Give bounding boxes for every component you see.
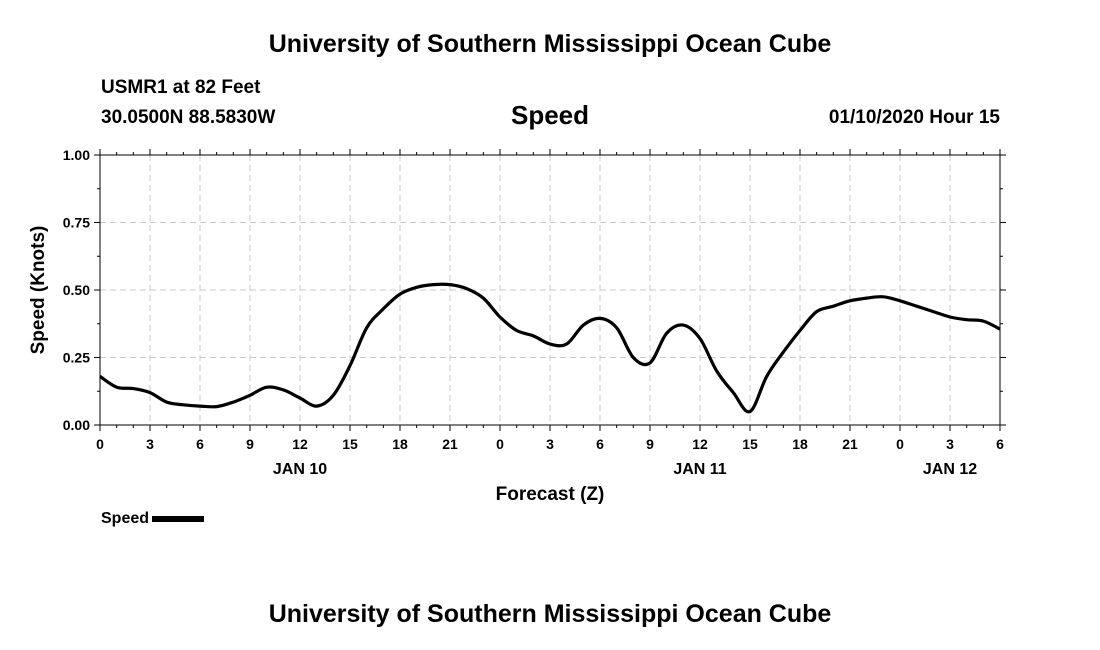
x-tick-label: 18 xyxy=(792,436,808,452)
x-tick-label: 15 xyxy=(742,436,758,452)
x-tick-label: 6 xyxy=(196,436,204,452)
x-tick-label: 6 xyxy=(596,436,604,452)
series-layer xyxy=(99,282,1001,414)
x-tick-label: 3 xyxy=(546,436,554,452)
station-label: USMR1 at 82 Feet xyxy=(101,77,261,98)
chart-main-title: University of Southern Mississippi Ocean… xyxy=(268,30,832,58)
grid-lines xyxy=(100,155,1000,425)
x-tick-label: 0 xyxy=(496,436,504,452)
x-tick-label: 21 xyxy=(442,436,458,452)
x-tick-label: 12 xyxy=(692,436,708,452)
series-line-speed xyxy=(99,282,1001,414)
footer-title: University of Southern Mississippi Ocean… xyxy=(268,600,832,628)
legend: Speed xyxy=(101,510,205,528)
axis-ticks xyxy=(94,149,1006,431)
y-tick-label: 0.00 xyxy=(63,417,90,433)
x-tick-label: 0 xyxy=(896,436,904,452)
x-tick-label: 3 xyxy=(146,436,154,452)
x-tick-label: 21 xyxy=(842,436,858,452)
x-tick-label: 15 xyxy=(342,436,358,452)
y-tick-label: 0.75 xyxy=(63,215,90,231)
x-axis-label: Forecast (Z) xyxy=(496,484,605,505)
date-label: JAN 11 xyxy=(673,461,726,478)
x-tick-label: 18 xyxy=(392,436,408,452)
y-tick-label: 0.50 xyxy=(63,282,90,298)
forecast-datetime: 01/10/2020 Hour 15 xyxy=(828,107,1000,128)
legend-label-speed: Speed xyxy=(101,510,150,527)
x-tick-label: 12 xyxy=(292,436,308,452)
y-axis-label: Speed (Knots) xyxy=(28,226,49,355)
y-tick-label: 1.00 xyxy=(63,147,90,163)
x-tick-label: 9 xyxy=(646,436,654,452)
x-tick-label: 0 xyxy=(96,436,104,452)
date-label: JAN 10 xyxy=(273,461,327,478)
date-label: JAN 12 xyxy=(923,461,977,478)
variable-title: Speed xyxy=(510,100,590,130)
x-tick-label: 3 xyxy=(946,436,954,452)
coordinates-label: 30.0500N 88.5830W xyxy=(101,107,276,128)
legend-swatch-speed xyxy=(152,516,205,522)
x-tick-label: 9 xyxy=(246,436,254,452)
axis-tick-labels: 0.00 0.25 0.50 0.75 1.00 0 3 6 9 12 15 18 21 0 3 6 9 12 15… xyxy=(63,147,1004,478)
x-tick-label: 6 xyxy=(996,436,1004,452)
y-tick-label: 0.25 xyxy=(63,350,90,366)
